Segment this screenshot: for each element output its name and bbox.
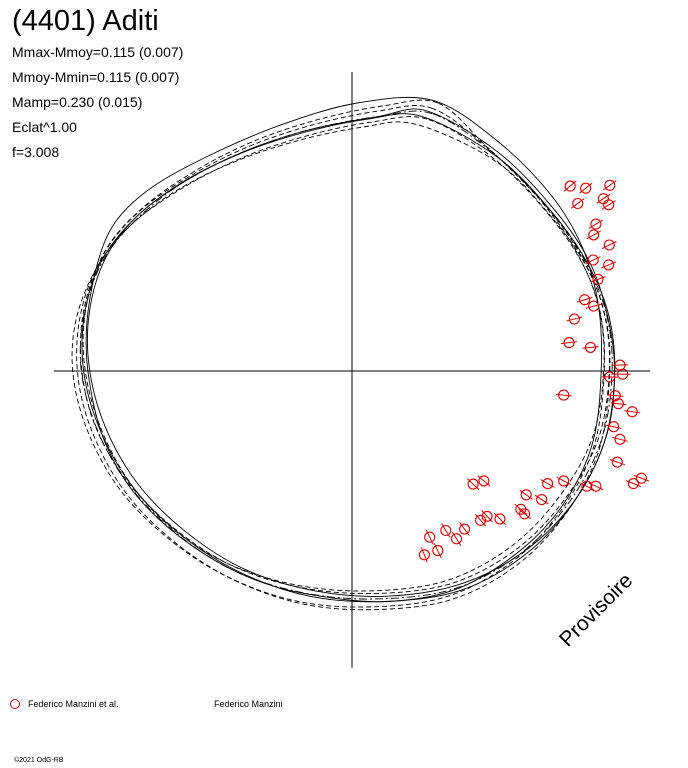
data-point — [588, 218, 603, 230]
data-point — [609, 456, 626, 468]
model-curve-7 — [79, 110, 613, 600]
data-point — [624, 406, 641, 418]
stat-mmoy-mmin: Mmoy-Mmin=0.115 (0.007) — [12, 69, 180, 85]
model-curve-0 — [85, 96, 603, 603]
data-point — [605, 421, 622, 433]
stat-mmax-mmoy: Mmax-Mmoy=0.115 (0.007) — [12, 44, 184, 60]
data-point — [585, 254, 601, 266]
data-point — [519, 489, 533, 501]
data-point — [477, 475, 491, 487]
stat-mamp: Mamp=0.230 (0.015) — [12, 94, 143, 110]
data-points — [418, 179, 650, 563]
data-point — [466, 478, 480, 490]
model-curve-4 — [76, 121, 611, 611]
data-point — [570, 197, 585, 210]
data-point — [582, 341, 599, 353]
data-point — [432, 543, 444, 559]
data-point — [588, 480, 604, 492]
data-point — [596, 193, 611, 205]
data-point — [475, 513, 487, 527]
model-curve-1 — [86, 108, 616, 597]
data-point — [540, 478, 555, 490]
data-point — [418, 547, 430, 563]
legend-label-manzini: Federico Manzini — [214, 699, 283, 709]
data-point — [579, 182, 593, 194]
data-point — [590, 273, 606, 285]
data-point — [576, 294, 593, 306]
data-point — [459, 522, 471, 536]
data-point — [601, 239, 617, 251]
data-point — [633, 472, 650, 484]
model-curve-2 — [81, 113, 616, 603]
stat-eclat: Eclat^1.00 — [12, 119, 77, 135]
data-point — [481, 510, 493, 523]
data-point — [625, 478, 641, 490]
chart-title: (4401) Aditi — [12, 5, 159, 37]
data-point — [556, 475, 572, 487]
copyright-text: ©2021 OdG-RB — [14, 757, 64, 764]
data-point — [610, 398, 627, 410]
data-point — [493, 512, 506, 525]
data-point — [614, 368, 631, 380]
data-point — [534, 494, 549, 506]
data-point — [601, 371, 618, 383]
model-curves — [71, 96, 616, 611]
data-point — [612, 433, 628, 445]
data-point — [440, 523, 452, 538]
data-point — [563, 180, 577, 192]
model-curve-5 — [82, 99, 605, 592]
data-point — [586, 229, 601, 241]
data-point — [450, 531, 463, 546]
data-point — [607, 390, 624, 402]
legend-circle-icon — [10, 699, 20, 709]
model-curve-6 — [71, 116, 606, 608]
data-point — [555, 389, 572, 401]
data-point — [601, 199, 616, 211]
legend-label-manzini-et-al: Federico Manzini et al. — [28, 699, 119, 709]
data-point — [518, 508, 532, 520]
data-point — [566, 313, 583, 325]
data-point — [424, 529, 436, 545]
stat-frequency: f=3.008 — [12, 144, 60, 160]
data-point — [601, 259, 617, 271]
data-point — [603, 179, 617, 191]
data-point — [585, 300, 602, 312]
data-point — [561, 337, 578, 349]
